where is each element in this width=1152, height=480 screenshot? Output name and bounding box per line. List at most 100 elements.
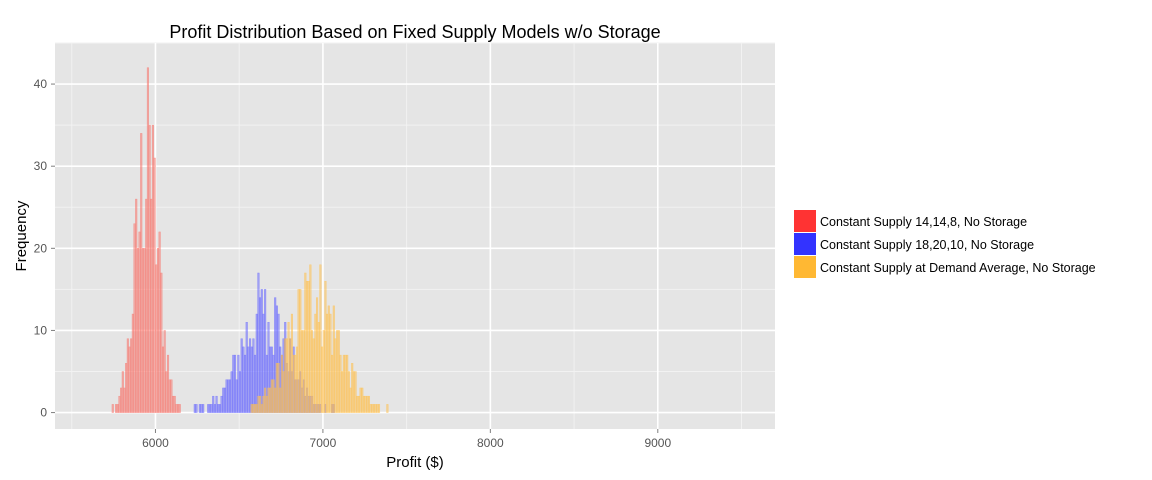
histogram-bar xyxy=(249,338,252,413)
histogram-bar xyxy=(125,363,128,413)
histogram-bar xyxy=(212,395,215,413)
histogram-bar xyxy=(349,387,352,413)
histogram-bar xyxy=(285,338,288,413)
histogram-bar xyxy=(121,371,124,413)
histogram-bar xyxy=(195,404,198,413)
histogram-bar xyxy=(232,354,235,413)
histogram-bar xyxy=(367,395,370,413)
legend-swatch xyxy=(794,210,816,232)
histogram-bar xyxy=(193,404,196,413)
histogram-bar xyxy=(225,379,228,413)
histogram-bar xyxy=(156,248,160,413)
histogram-bar xyxy=(310,330,314,413)
histogram-bar xyxy=(356,395,359,413)
histogram-bar xyxy=(305,280,309,413)
histogram-bar xyxy=(213,404,216,413)
x-tick-label: 7000 xyxy=(310,436,337,450)
histogram-bar xyxy=(247,346,250,413)
histogram-bar xyxy=(357,395,360,413)
histogram-bar xyxy=(178,404,181,413)
x-tick-label: 6000 xyxy=(142,436,169,450)
histogram-bar xyxy=(172,395,175,413)
y-tick-label: 20 xyxy=(34,241,48,255)
histogram-bar xyxy=(228,379,232,413)
histogram-bar xyxy=(222,387,225,413)
histogram-bar xyxy=(307,280,310,413)
histogram-bar xyxy=(135,198,138,413)
histogram-bar xyxy=(284,338,287,413)
histogram-bar xyxy=(341,371,344,413)
histogram-bar xyxy=(140,133,143,413)
histogram-bar xyxy=(329,313,332,413)
histogram-bar xyxy=(227,379,230,413)
histogram-bar xyxy=(153,157,156,413)
histogram-bar xyxy=(300,330,304,413)
histogram-bar xyxy=(133,223,136,413)
legend-swatch xyxy=(794,233,816,255)
histogram-bar xyxy=(146,67,149,413)
histogram-bar xyxy=(297,289,300,413)
histogram-bar xyxy=(252,338,255,413)
histogram-bar xyxy=(175,404,178,413)
histogram-bar xyxy=(362,395,365,413)
histogram-bar xyxy=(131,313,134,413)
histogram-bar xyxy=(351,363,354,413)
histogram-bar xyxy=(126,338,129,413)
histogram-bar xyxy=(215,395,218,413)
series-1-bars xyxy=(111,67,181,413)
histogram-bar xyxy=(166,354,170,413)
legend-label: Constant Supply 14,14,8, No Storage xyxy=(820,215,1027,229)
histogram-bar xyxy=(319,264,322,413)
histogram-bar xyxy=(259,297,262,413)
histogram-bar xyxy=(260,404,263,413)
histogram-bar xyxy=(371,404,374,413)
histogram-bar xyxy=(344,354,347,413)
histogram-bar xyxy=(235,379,238,413)
histogram-bar xyxy=(321,346,324,413)
histogram-bar xyxy=(322,330,325,413)
histogram-bar xyxy=(220,395,223,413)
histogram-bar xyxy=(244,354,247,413)
histogram-bar xyxy=(155,264,158,413)
histogram-bar xyxy=(223,387,226,413)
histogram-bar xyxy=(289,338,292,413)
histogram-bar xyxy=(267,387,270,413)
histogram-bar xyxy=(309,264,312,413)
histogram-bar xyxy=(361,387,364,413)
histogram-bar xyxy=(317,322,320,413)
histogram-bar xyxy=(151,124,154,413)
histogram-bar xyxy=(364,395,367,413)
histogram-bar xyxy=(337,330,340,413)
histogram-bar xyxy=(260,289,263,413)
histogram-bar xyxy=(254,354,257,413)
chart-title: Profit Distribution Based on Fixed Suppl… xyxy=(169,22,660,42)
histogram-bar xyxy=(128,346,131,413)
histogram-bar xyxy=(346,354,349,413)
histogram-bar xyxy=(265,395,268,413)
histogram-bar xyxy=(354,371,357,413)
histogram-bar xyxy=(165,371,168,413)
histogram-bar xyxy=(369,404,372,413)
histogram-bar xyxy=(314,313,317,413)
histogram-bar xyxy=(173,395,176,413)
histogram-bar xyxy=(277,363,280,413)
histogram-bar xyxy=(377,404,381,413)
histogram-bar xyxy=(138,231,141,413)
histogram-bar xyxy=(304,272,307,413)
histogram-bar xyxy=(342,354,345,413)
histogram-bar xyxy=(331,354,334,413)
panel-background xyxy=(55,43,775,429)
histogram-bar xyxy=(200,404,203,413)
histogram-bar xyxy=(334,338,337,413)
histogram-bar xyxy=(242,346,245,413)
histogram-bar xyxy=(290,313,293,413)
histogram-bar xyxy=(118,395,121,413)
histogram-bar xyxy=(269,387,272,413)
histogram-bar xyxy=(327,305,330,413)
histogram-bar xyxy=(316,297,319,413)
histogram-bar xyxy=(233,354,237,413)
histogram-bar xyxy=(210,404,213,413)
histogram-bar xyxy=(115,404,118,413)
x-tick-label: 9000 xyxy=(644,436,671,450)
